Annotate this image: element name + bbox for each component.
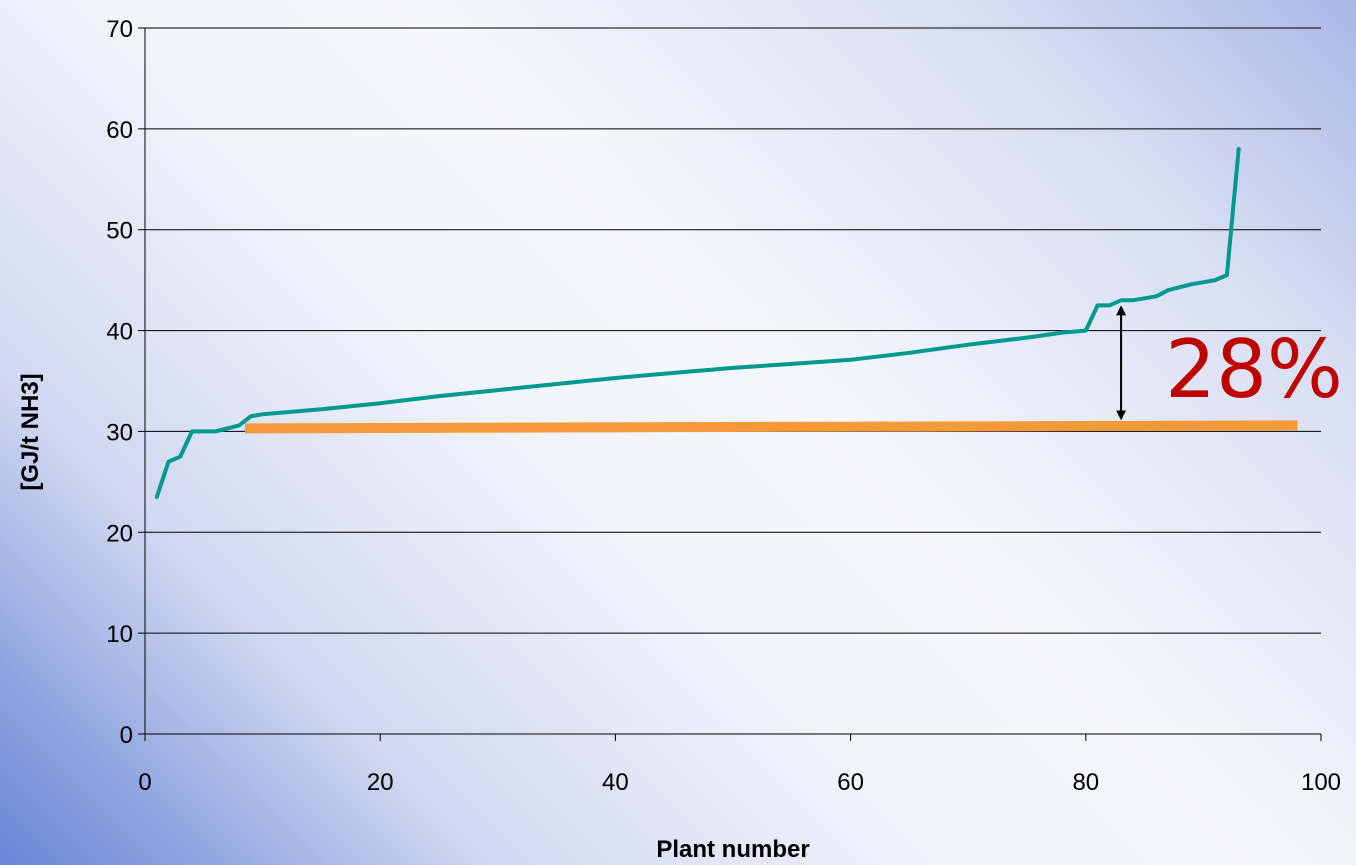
series-group	[154, 147, 1298, 499]
y-tick-label: 30	[106, 419, 133, 446]
series-line-benchmark	[244, 420, 1298, 434]
x-tick-label: 0	[138, 769, 151, 796]
tick-labels: 0 10 20 30 40 50 60 70 0 20 40 60 80 100	[106, 16, 1341, 796]
gap-percentage-label: 28%	[1165, 323, 1343, 416]
y-tick-label: 20	[106, 520, 133, 547]
x-tick-label: 80	[1072, 769, 1099, 796]
y-axis-title: [GJ/t NH3]	[17, 373, 44, 490]
x-tick-label: 20	[367, 769, 394, 796]
x-axis-title: Plant number	[656, 836, 809, 863]
y-tick-label: 10	[106, 621, 133, 648]
y-tick-label: 60	[106, 117, 133, 144]
axes	[138, 27, 1322, 741]
x-tick-label: 100	[1301, 769, 1341, 796]
x-tick-label: 60	[837, 769, 864, 796]
y-tick-label: 0	[120, 722, 133, 749]
x-tick-label: 40	[602, 769, 629, 796]
y-tick-label: 50	[106, 218, 133, 245]
annotations: 28%	[1116, 305, 1343, 421]
y-tick-label: 70	[106, 16, 133, 43]
y-tick-label: 40	[106, 319, 133, 346]
series-line-plants	[154, 147, 1241, 499]
gridlines	[145, 27, 1321, 634]
